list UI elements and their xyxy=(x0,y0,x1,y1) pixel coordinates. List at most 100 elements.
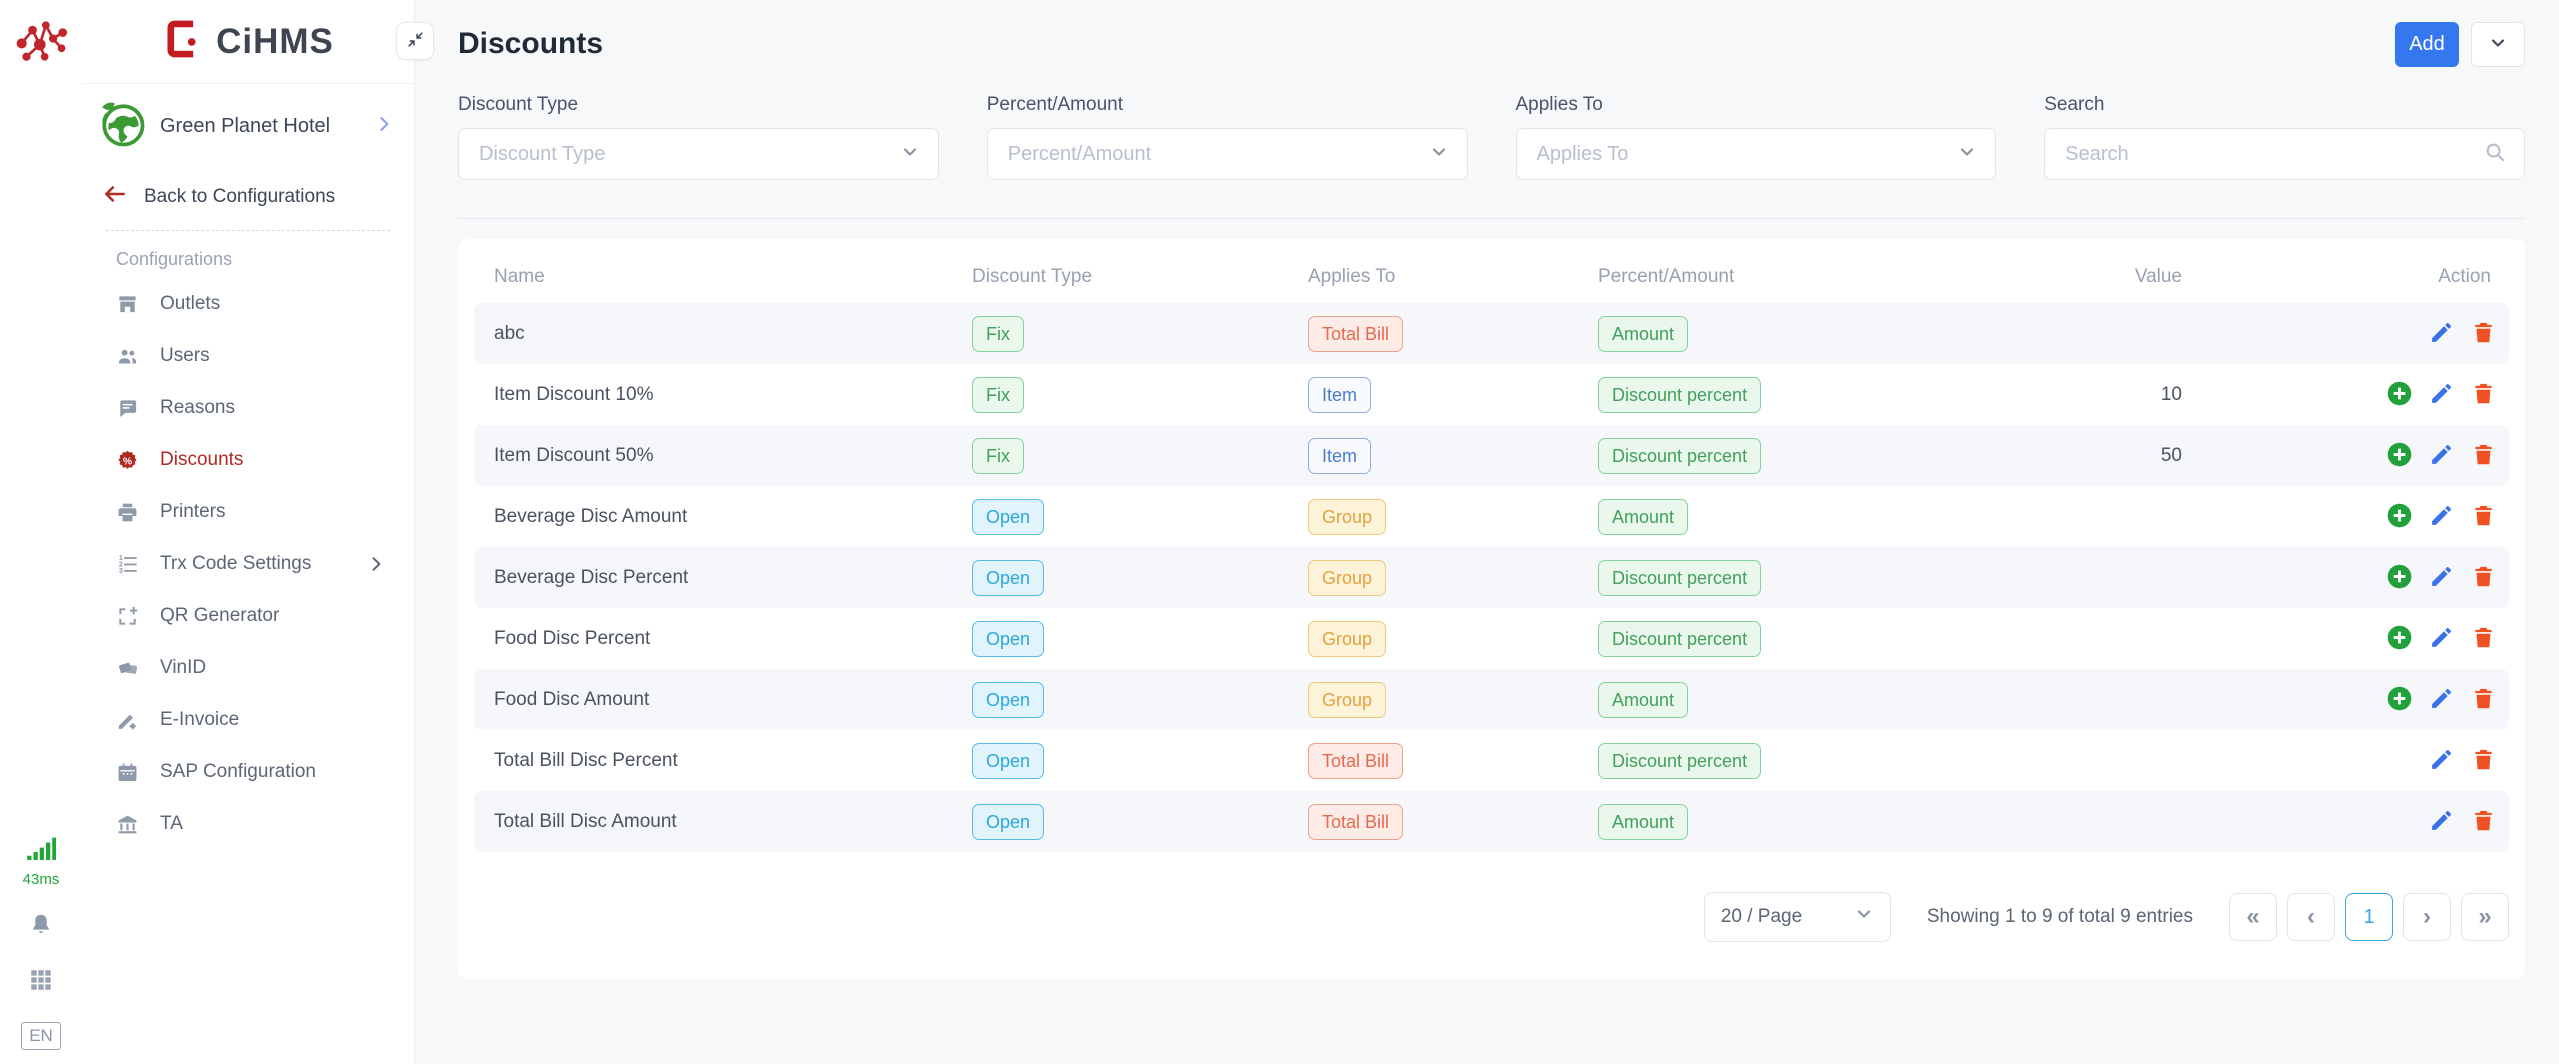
qr-frame-plus-icon xyxy=(116,604,140,628)
table-row: Food Disc Percent Open Group Discount perce… xyxy=(474,608,2509,669)
sidebar-menu: Outlets Users Reasons % Discounts Printers 1 2 3… xyxy=(82,278,414,850)
applies-to-select[interactable]: Applies To xyxy=(1515,128,1997,180)
edit-button[interactable] xyxy=(2428,503,2455,530)
first-page-button[interactable]: « xyxy=(2229,893,2277,941)
applies-to-badge: Item xyxy=(1308,437,1372,474)
row-value: 10 xyxy=(2160,383,2182,405)
apps-grid-icon[interactable] xyxy=(28,967,54,998)
discount-type-badge: Open xyxy=(972,498,1045,535)
page-1-button[interactable]: 1 xyxy=(2345,893,2393,941)
delete-button[interactable] xyxy=(2470,564,2497,591)
collapse-icon xyxy=(406,30,425,52)
filters-divider xyxy=(458,218,2525,219)
sidebar-item-sap-configuration[interactable]: SAP Configuration xyxy=(82,746,414,798)
discount-type-badge: Open xyxy=(972,681,1045,718)
add-value-button[interactable] xyxy=(2386,442,2413,469)
chevron-down-icon xyxy=(1854,904,1874,930)
sidebar-item-label: QR Generator xyxy=(160,605,280,626)
sidebar-item-vinid[interactable]: VinID xyxy=(82,642,414,694)
add-value-button[interactable] xyxy=(2386,503,2413,530)
page-size-select[interactable]: 20 / Page xyxy=(1703,892,1891,942)
trash-icon xyxy=(2471,625,2496,653)
edit-button[interactable] xyxy=(2428,381,2455,408)
column-header-action: Action xyxy=(2438,266,2491,287)
pencil-icon xyxy=(2429,564,2454,592)
delete-button[interactable] xyxy=(2470,320,2497,347)
percent-amount-badge: Amount xyxy=(1598,803,1689,840)
hotel-selector[interactable]: Green Planet Hotel xyxy=(82,84,414,169)
discounts-table-card: Name Discount Type Applies To Percent/Amoun… xyxy=(458,239,2525,979)
svg-text:3: 3 xyxy=(119,566,123,574)
sidebar-item-printers[interactable]: Printers xyxy=(82,486,414,538)
delete-button[interactable] xyxy=(2470,686,2497,713)
sidebar-item-label: Reasons xyxy=(160,397,235,418)
edit-button[interactable] xyxy=(2428,442,2455,469)
percent-amount-badge: Discount percent xyxy=(1598,376,1762,413)
green-earth-icon xyxy=(94,96,150,157)
row-actions xyxy=(2182,686,2509,713)
delete-button[interactable] xyxy=(2470,625,2497,652)
plus-circle-icon xyxy=(2386,441,2413,471)
plus-circle-icon xyxy=(2386,380,2413,410)
edit-button[interactable] xyxy=(2428,625,2455,652)
percent-amount-filter-label: Percent/Amount xyxy=(986,94,1123,115)
sidebar-item-qr-generator[interactable]: QR Generator xyxy=(82,590,414,642)
trash-icon xyxy=(2471,442,2496,470)
sidebar-item-label: Users xyxy=(160,345,210,366)
sidebar-item-label: Printers xyxy=(160,501,226,522)
bank-icon xyxy=(116,812,140,836)
add-value-button[interactable] xyxy=(2386,381,2413,408)
table-row: Total Bill Disc Percent Open Total Bill Dis… xyxy=(474,730,2509,791)
applies-to-badge: Group xyxy=(1308,498,1387,535)
percent-amount-select[interactable]: Percent/Amount xyxy=(986,128,1468,180)
delete-button[interactable] xyxy=(2470,808,2497,835)
last-page-button[interactable]: » xyxy=(2461,893,2509,941)
delete-button[interactable] xyxy=(2470,503,2497,530)
add-button[interactable]: Add xyxy=(2395,21,2459,67)
delete-button[interactable] xyxy=(2470,381,2497,408)
discount-type-select[interactable]: Discount Type xyxy=(458,128,939,180)
latency-value: 43ms xyxy=(22,871,60,888)
network-icon[interactable] xyxy=(12,12,70,70)
edit-button[interactable] xyxy=(2428,320,2455,347)
delete-button[interactable] xyxy=(2470,747,2497,774)
trash-icon xyxy=(2471,564,2496,592)
edit-button[interactable] xyxy=(2428,686,2455,713)
column-header-value: Value xyxy=(2134,266,2182,287)
sidebar-item-e-invoice[interactable]: E-Invoice xyxy=(82,694,414,746)
trash-icon xyxy=(2471,381,2496,409)
sidebar-item-users[interactable]: Users xyxy=(82,330,414,382)
back-to-configurations[interactable]: Back to Configurations xyxy=(82,169,414,226)
row-actions xyxy=(2182,564,2509,591)
discount-badge-icon: % xyxy=(116,448,140,472)
bell-icon[interactable] xyxy=(28,912,54,943)
edit-button[interactable] xyxy=(2428,747,2455,774)
edit-button[interactable] xyxy=(2428,564,2455,591)
row-actions xyxy=(2182,442,2509,469)
row-name: Total Bill Disc Amount xyxy=(494,810,677,832)
row-name: Item Discount 50% xyxy=(494,444,654,466)
trash-icon xyxy=(2471,320,2496,348)
page-title: Discounts xyxy=(458,27,604,60)
add-dropdown-button[interactable] xyxy=(2471,21,2525,67)
sidebar-item-outlets[interactable]: Outlets xyxy=(82,278,414,330)
sidebar-item-ta[interactable]: TA xyxy=(82,798,414,850)
back-label: Back to Configurations xyxy=(144,185,336,207)
add-value-button[interactable] xyxy=(2386,686,2413,713)
add-value-button[interactable] xyxy=(2386,625,2413,652)
discount-type-badge: Open xyxy=(972,620,1045,657)
sidebar-item-discounts[interactable]: % Discounts xyxy=(82,434,414,486)
search-input[interactable] xyxy=(2065,142,2484,166)
sidebar-item-trx-code-settings[interactable]: 1 2 3 Trx Code Settings xyxy=(82,538,414,590)
next-page-button[interactable]: › xyxy=(2403,893,2451,941)
sidebar-item-label: VinID xyxy=(160,657,207,678)
add-value-button[interactable] xyxy=(2386,564,2413,591)
pencil-icon xyxy=(2429,808,2454,836)
applies-to-badge: Total Bill xyxy=(1308,803,1404,840)
sidebar-collapse-button[interactable] xyxy=(396,22,434,60)
language-switcher[interactable]: EN xyxy=(21,1022,61,1050)
prev-page-button[interactable]: ‹ xyxy=(2287,893,2335,941)
delete-button[interactable] xyxy=(2470,442,2497,469)
sidebar-item-reasons[interactable]: Reasons xyxy=(82,382,414,434)
edit-button[interactable] xyxy=(2428,808,2455,835)
